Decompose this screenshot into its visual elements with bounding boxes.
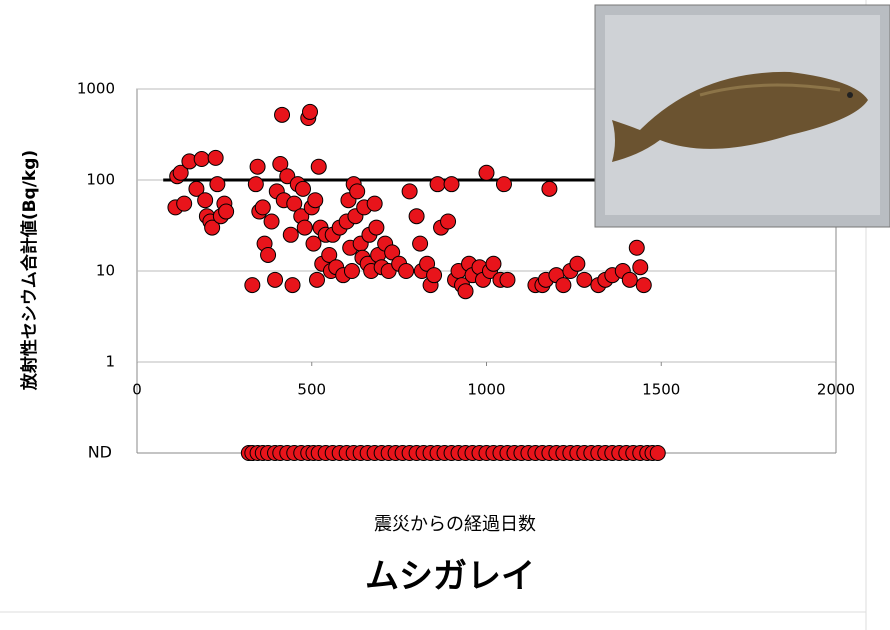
data-point — [204, 219, 221, 236]
x-tick-label: 1000 — [467, 381, 505, 399]
nd-point — [649, 445, 666, 461]
data-point — [366, 195, 383, 212]
data-point — [398, 263, 415, 279]
x-tick-label: 0 — [132, 381, 142, 399]
y-tick-label: 1 — [105, 353, 115, 371]
data-point — [193, 151, 210, 168]
data-point — [495, 176, 512, 193]
chart-title: ムシガレイ — [365, 557, 535, 597]
nd-label: ND — [88, 443, 112, 462]
data-point — [209, 176, 226, 193]
data-point — [172, 164, 189, 181]
data-point — [260, 246, 277, 263]
data-point — [302, 103, 319, 120]
photo — [594, 4, 890, 228]
data-point — [249, 158, 266, 175]
data-point — [310, 158, 327, 175]
data-point — [247, 176, 264, 193]
data-point — [207, 149, 224, 166]
data-point — [628, 239, 645, 256]
data-point — [368, 219, 385, 236]
data-point — [485, 255, 502, 272]
data-point — [569, 255, 586, 272]
y-tick-label: 100 — [86, 171, 115, 189]
data-point — [635, 277, 652, 294]
data-point — [284, 277, 301, 294]
data-point — [632, 259, 649, 276]
data-point — [308, 271, 325, 288]
x-tick-label: 1500 — [642, 381, 680, 399]
data-point — [555, 277, 572, 294]
data-point — [426, 267, 443, 284]
data-point — [443, 176, 460, 193]
data-point — [343, 263, 360, 279]
data-point — [440, 213, 457, 230]
marks: 1 10 100 1000 0 500 1000 1500 2000 — [77, 80, 855, 461]
data-point — [274, 106, 291, 123]
data-point — [457, 283, 474, 300]
data-point — [295, 180, 312, 197]
data-point — [499, 271, 516, 288]
data-point — [412, 235, 429, 252]
x-tick-label: 500 — [297, 381, 326, 399]
data-point — [408, 208, 425, 225]
data-point — [286, 195, 303, 212]
data-point — [218, 203, 235, 220]
data-point — [321, 246, 338, 263]
data-point — [244, 277, 261, 294]
y-axis-label: 放射性セシウム合計値(Bq/kg) — [19, 150, 40, 391]
y-tick-label: 10 — [96, 262, 115, 280]
data-point — [282, 226, 299, 243]
data-point — [197, 192, 214, 209]
data-point — [272, 155, 289, 172]
data-point — [176, 195, 193, 212]
data-point — [307, 192, 324, 209]
data-point — [296, 219, 313, 236]
data-point — [541, 180, 558, 197]
data-point — [621, 271, 638, 288]
data-point — [263, 213, 280, 230]
data-point — [349, 183, 366, 200]
data-point — [267, 271, 284, 288]
photo-fish-eye — [847, 92, 853, 98]
y-tick-label: 1000 — [77, 80, 115, 98]
data-point — [478, 164, 495, 181]
data-point — [429, 176, 446, 193]
photo-fish-detail — [699, 83, 841, 97]
x-tick-label: 2000 — [817, 381, 855, 399]
data-point — [305, 235, 322, 252]
photo-fish — [612, 71, 868, 162]
data-point — [188, 180, 205, 197]
x-axis-label: 震災からの経過日数 — [374, 514, 536, 535]
data-point — [254, 199, 271, 216]
data-point — [576, 271, 593, 288]
data-point — [401, 183, 418, 200]
